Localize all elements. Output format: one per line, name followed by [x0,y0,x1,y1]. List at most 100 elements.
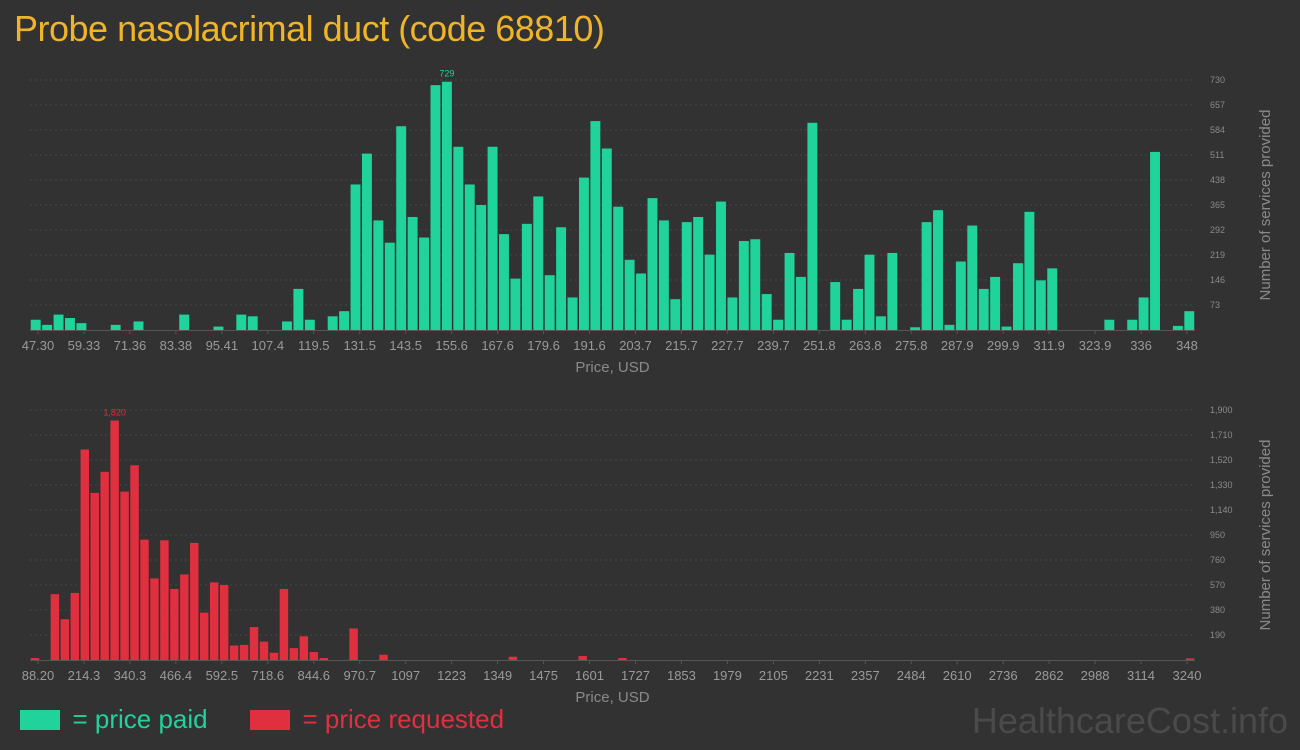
bar [130,465,139,660]
bar [1001,326,1012,330]
x-tick-label: 155.6 [435,338,468,353]
bar [853,288,864,330]
bar [339,311,350,330]
bar [795,276,806,330]
bar [249,627,259,660]
legend-label-price-requested: = price requested [302,704,505,734]
y-tick-label: 365 [1210,200,1225,210]
bar [140,539,149,660]
bar [179,314,190,330]
x-tick-label: 143.5 [389,338,422,353]
y-tick-label: 1,330 [1210,480,1233,490]
y-tick-label: 584 [1210,125,1225,135]
x-tick-label: 3114 [1127,668,1155,683]
x-tick-label: 251.8 [803,338,836,353]
bar [350,184,361,330]
bar [30,658,40,660]
price-paid-chart: 73 146 219 292 365 438 511 584 657 730 729 47.30 59.… [22,69,1274,376]
y-tick-label: 760 [1210,555,1225,565]
x-axis-title: Price, USD [575,359,649,376]
bar [453,146,464,330]
x-tick-label: 71.36 [114,338,147,353]
x-tick-label: 340.3 [114,668,147,683]
bar [133,321,144,330]
x-tick-label: 2988 [1081,668,1110,683]
x-tick-label: 466.4 [160,668,193,683]
bar [379,654,388,660]
x-tick-label: 263.8 [849,338,882,353]
bar [921,222,932,330]
y-tick-label: 1,140 [1210,505,1233,515]
x-tick-label: 718.6 [252,668,285,683]
bar [160,540,169,660]
y-tick-label: 292 [1210,225,1225,235]
bar [236,314,247,330]
x-tick-label: 119.5 [298,338,330,353]
x-tick-label: 323.9 [1079,338,1112,353]
bar [430,85,441,330]
peak-value-label: 729 [439,69,454,79]
x-tick-label: 47.30 [22,338,55,353]
x-tick-label: 1223 [437,668,466,683]
x-tick-label: 348 [1176,338,1198,353]
bar [120,491,129,660]
bar [419,237,430,330]
bar [110,324,121,330]
bar [100,471,109,660]
bar [42,324,53,330]
bar [289,648,299,660]
x-tick-label: 2484 [897,668,926,683]
watermark: HealthcareCost.info [971,700,1288,741]
y-axis-title: Number of services provided [1257,110,1274,301]
bar [1035,280,1046,330]
y-tick-label: 73 [1210,300,1220,310]
bar [864,254,875,330]
x-tick-label: 1097 [391,668,420,683]
bar [373,220,384,330]
legend-label-price-paid: = price paid [72,704,208,734]
bar [773,319,784,330]
x-tick-label: 227.7 [711,338,744,353]
x-tick-label: 2862 [1035,668,1064,683]
bar [293,288,304,330]
bar [282,321,292,330]
bar [510,278,521,330]
bar [990,276,1001,330]
y-tick-label: 219 [1210,250,1225,260]
bar [150,578,159,660]
bar [396,126,407,330]
bar [567,297,578,330]
x-tick-label: 95.41 [206,338,239,353]
bar [180,574,189,660]
x-tick-label: 336 [1130,338,1152,353]
x-tick-label: 275.8 [895,338,928,353]
bar [738,240,749,330]
bar [1150,151,1160,330]
bar [219,585,229,660]
x-tick-label: 287.9 [941,338,974,353]
x-tick-label: 2610 [943,668,972,683]
bar [80,449,89,660]
bar [30,319,41,330]
bar [944,324,955,330]
bar [1024,211,1035,330]
bar [1104,319,1115,330]
x-tick-label: 239.7 [757,338,790,353]
bar [578,177,589,330]
x-tick-label: 844.6 [297,668,330,683]
x-tick-label: 1475 [529,668,558,683]
bar [384,242,395,330]
bar [978,288,989,330]
x-tick-label: 592.5 [206,668,239,683]
bar [259,641,269,660]
legend-swatch-price-requested [250,709,290,730]
bar [349,628,358,660]
bar [887,252,898,330]
x-tick-label: 191.6 [573,338,606,353]
x-tick-label: 1601 [575,668,604,683]
bar [875,316,886,330]
bar [556,227,567,330]
bar [716,201,726,330]
bar [636,273,647,330]
x-tick-label: 299.9 [987,338,1020,353]
